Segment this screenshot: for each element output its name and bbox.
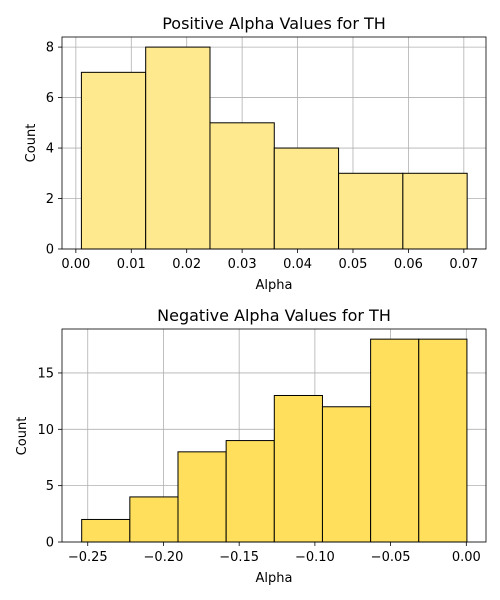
histogram-bar-4 bbox=[225, 440, 275, 543]
histogram-bar-7 bbox=[370, 338, 420, 543]
chart-title: Positive Alpha Values for TH bbox=[162, 14, 386, 33]
x-tick-label: 0.02 bbox=[172, 257, 201, 272]
x-tick-label: −0.20 bbox=[144, 550, 184, 565]
y-tick-label: 6 bbox=[46, 91, 54, 106]
x-tick-label: 0.04 bbox=[283, 257, 312, 272]
y-tick-label: 5 bbox=[46, 479, 54, 494]
x-tick-label: 0.05 bbox=[339, 257, 368, 272]
histogram-bar-5 bbox=[273, 394, 323, 543]
histogram-bar-3 bbox=[209, 122, 275, 250]
y-tick-label: 2 bbox=[46, 192, 54, 207]
y-tick-label: 8 bbox=[46, 41, 54, 56]
y-tick-label: 0 bbox=[46, 243, 54, 258]
y-axis-label: Count bbox=[15, 417, 30, 456]
y-tick-label: 4 bbox=[46, 142, 54, 157]
y-tick-label: 10 bbox=[37, 423, 54, 438]
x-tick-label: 0.03 bbox=[228, 257, 257, 272]
x-tick-label: −0.25 bbox=[68, 550, 108, 565]
histogram-bar-2 bbox=[145, 46, 211, 250]
x-tick-label: 0.00 bbox=[452, 550, 481, 565]
x-axis-label: Alpha bbox=[256, 278, 293, 293]
histogram-bar-6 bbox=[321, 406, 372, 543]
chart-title: Negative Alpha Values for TH bbox=[157, 306, 391, 325]
x-tick-label: 0.07 bbox=[449, 257, 478, 272]
plot-frame bbox=[61, 36, 487, 250]
negative-alpha-histogram: −0.25 −0.20 −0.15 −0.10 −0.05 0.00 0 5 10 15 Nega… bbox=[15, 306, 487, 586]
positive-alpha-histogram: 0.00 0.01 0.02 0.03 0.04 0.05 0.06 0.07 0 2 4 6 8 Po… bbox=[24, 14, 487, 293]
x-tick-label: 0.01 bbox=[117, 257, 146, 272]
x-tick-label: −0.10 bbox=[295, 550, 335, 565]
y-tick-label: 0 bbox=[46, 536, 54, 551]
histogram-bar-6 bbox=[402, 172, 468, 250]
histogram-bar-3 bbox=[177, 451, 227, 543]
x-tick-label: −0.15 bbox=[219, 550, 259, 565]
x-tick-label: −0.05 bbox=[371, 550, 411, 565]
x-tick-label: 0.00 bbox=[61, 257, 90, 272]
y-tick-label: 15 bbox=[37, 366, 54, 381]
x-axis-label: Alpha bbox=[256, 571, 293, 586]
histogram-bar-1 bbox=[81, 518, 131, 543]
plot-frame bbox=[61, 328, 487, 543]
histogram-bar-4 bbox=[273, 147, 340, 250]
x-tick-label: 0.06 bbox=[394, 257, 423, 272]
histogram-bar-2 bbox=[129, 496, 179, 543]
y-axis-label: Count bbox=[24, 124, 39, 163]
histogram-bar-1 bbox=[80, 71, 147, 250]
histogram-bar-5 bbox=[338, 172, 404, 250]
histogram-bar-8 bbox=[418, 338, 468, 543]
